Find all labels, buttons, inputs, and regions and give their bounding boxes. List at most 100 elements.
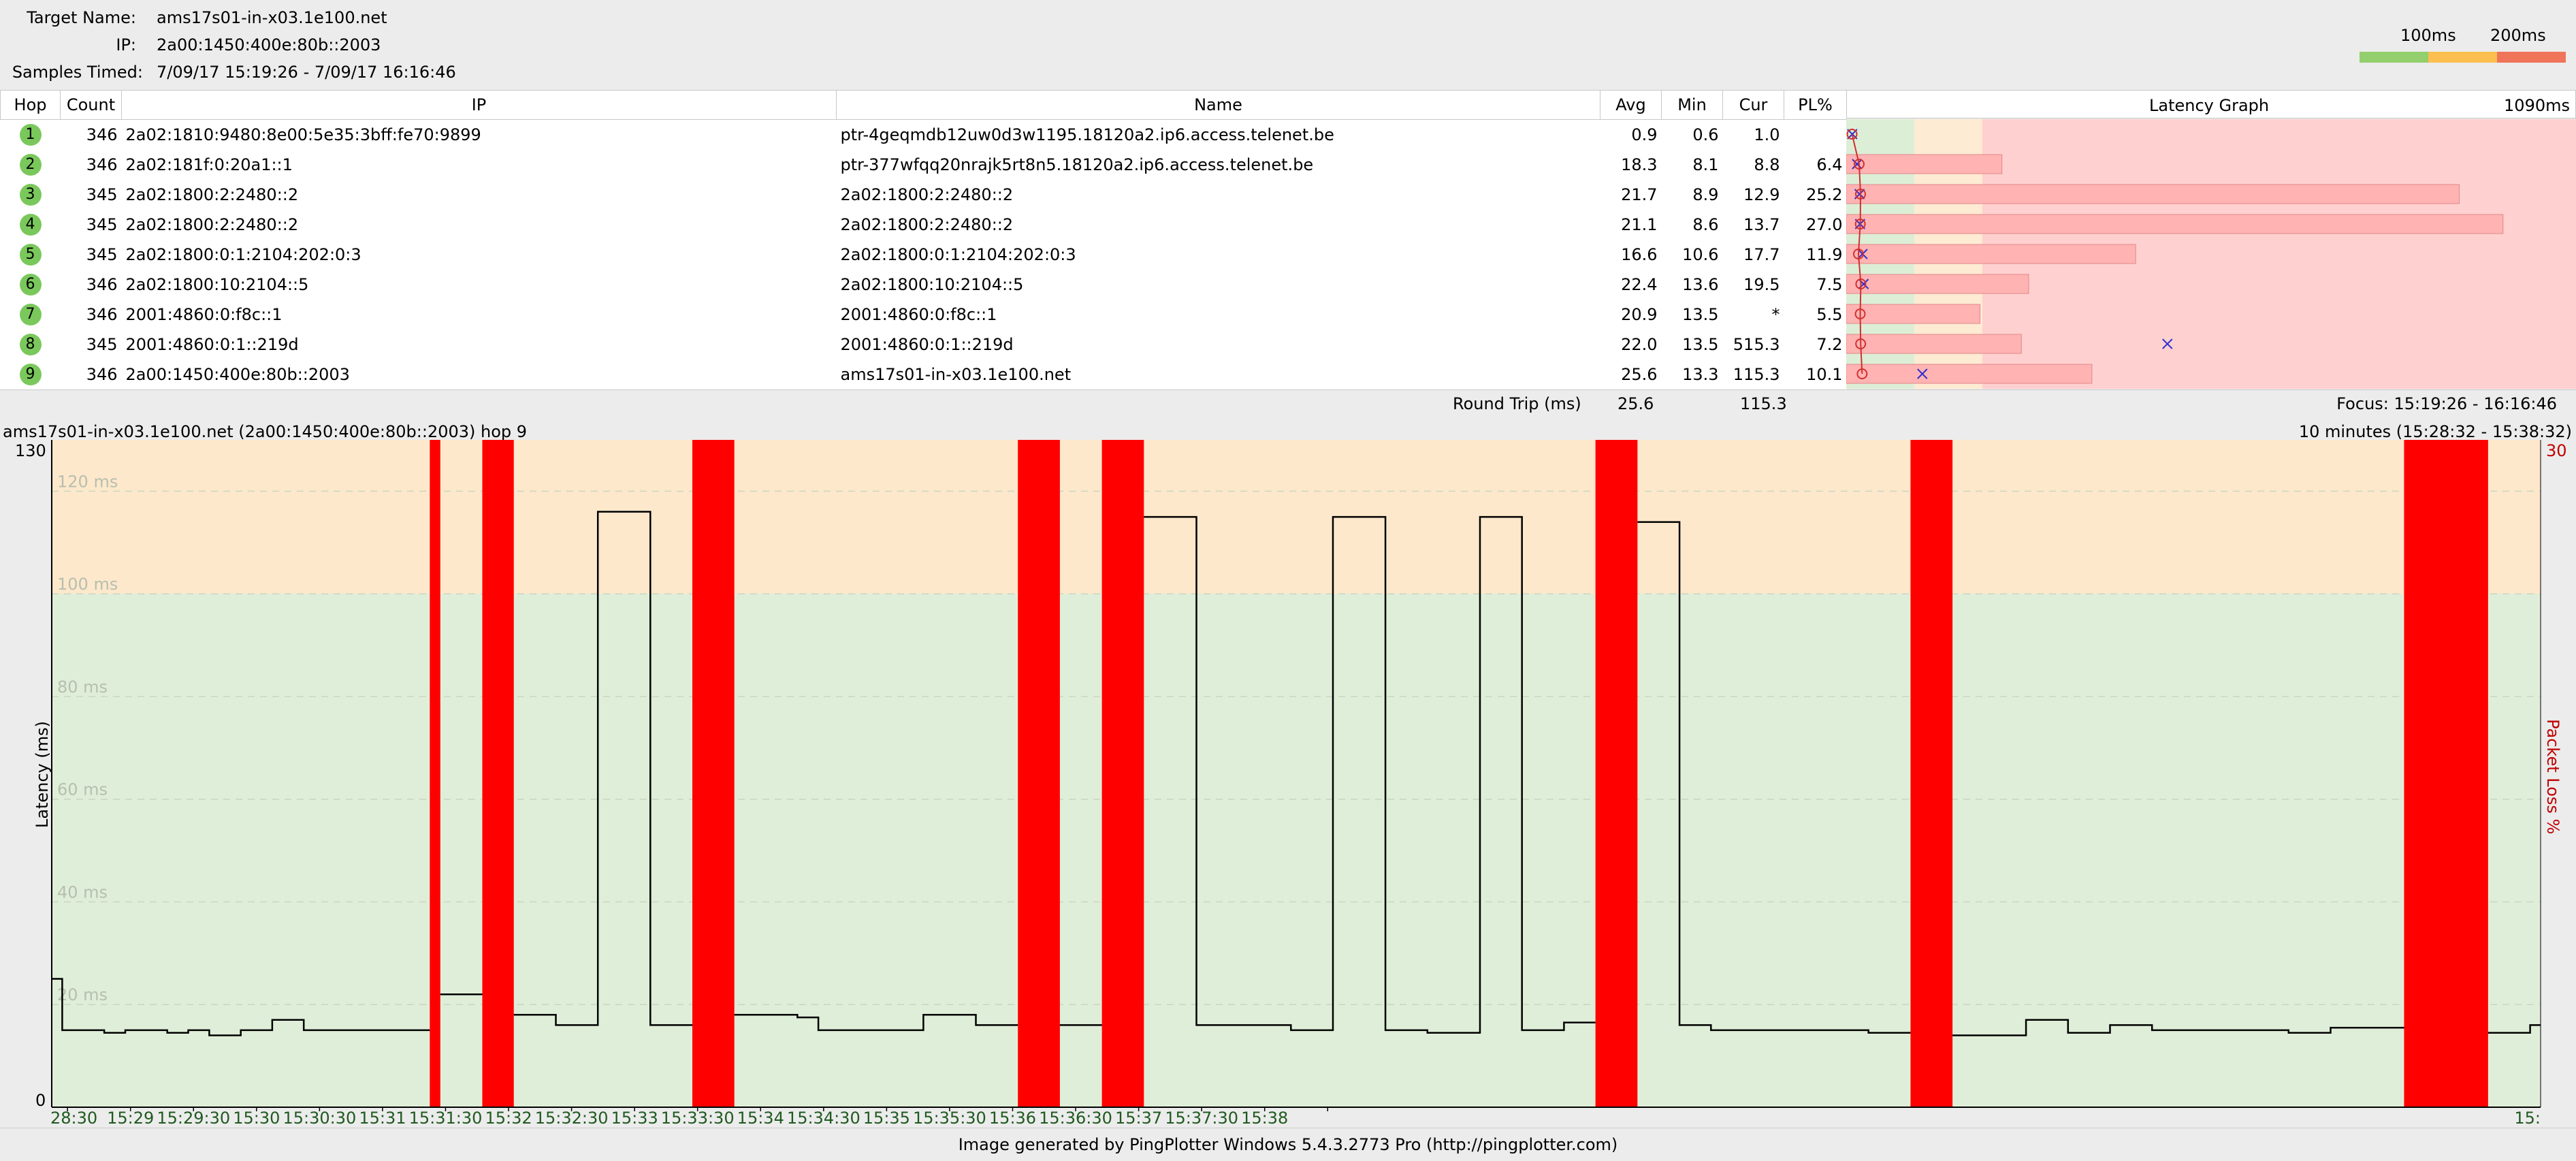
hop-min: 13.5 (1682, 305, 1719, 324)
hop-pl: 27.0 (1806, 215, 1843, 234)
hop-cur-marker (2162, 338, 2173, 349)
hop-avg: 22.0 (1621, 335, 1658, 354)
hop-table-header: Hop Count IP Name Avg Min Cur PL% (0, 90, 1847, 120)
hop-number-cell: 3 (1, 180, 61, 210)
hop-name: 2a02:1800:10:2104::5 (840, 275, 1024, 294)
hop-row[interactable]: 6 346 2a02:1800:10:2104::5 2a02:1800:10:210… (1, 270, 1847, 300)
legend-200ms: 200ms (2490, 26, 2546, 45)
col-name[interactable]: Name (836, 90, 1600, 120)
x-tick-label: 15:29 (107, 1109, 154, 1126)
hop-name: ams17s01-in-x03.1e100.net (840, 365, 1072, 384)
hop-row[interactable]: 9 346 2a00:1450:400e:80b::2003 ams17s01-in-… (1, 360, 1847, 389)
hop-ip: 2a02:1800:0:1:2104:202:0:3 (125, 245, 361, 264)
hop-avg-marker (1846, 129, 1858, 140)
hop-packet-loss-bar (1846, 184, 2460, 204)
legend-yellow-bar (2428, 52, 2497, 63)
timeline-grid-label: 100 ms (57, 575, 118, 594)
x-tick-label: 15:31 (359, 1109, 406, 1126)
col-count[interactable]: Count (60, 90, 122, 120)
hop-number-cell: 9 (1, 360, 61, 389)
col-pl[interactable]: PL% (1784, 90, 1847, 120)
timeline-zone-yellow (52, 440, 2541, 594)
hop-count: 346 (86, 365, 118, 384)
hop-cur: 1.0 (1754, 125, 1780, 144)
hop-status-badge: 8 (19, 334, 42, 355)
x-tick-label: 15:37 (1115, 1109, 1162, 1126)
timeline-grid-label: 60 ms (57, 780, 108, 799)
target-name-label: Target Name: (27, 8, 136, 27)
x-tick-label: 15:33:30 (661, 1109, 735, 1126)
hop-ip: 2a02:1800:10:2104::5 (125, 275, 309, 294)
hop-min: 0.6 (1692, 125, 1719, 144)
packet-loss-band (1595, 440, 1638, 1107)
packet-loss-band (1101, 440, 1144, 1107)
round-trip-avg: 25.6 (1617, 394, 1654, 413)
hop-row[interactable]: 3 345 2a02:1800:2:2480::2 2a02:1800:2:2480:… (1, 180, 1847, 210)
timeline-range[interactable]: 10 minutes (15:28:32 - 15:38:32) (2298, 422, 2572, 441)
hop-avg: 25.6 (1621, 365, 1658, 384)
samples-timed-label: Samples Timed: (12, 63, 143, 82)
hop-row[interactable]: 2 346 2a02:181f:0:20a1::1 ptr-377wfqq20nraj… (1, 150, 1847, 180)
hop-cur-marker (1852, 159, 1863, 170)
focus-range[interactable]: Focus: 15:19:26 - 16:16:46 (2336, 394, 2557, 413)
hop-ip: 2a02:1800:2:2480::2 (125, 185, 299, 204)
col-min[interactable]: Min (1661, 90, 1723, 120)
hop-ip: 2a02:181f:0:20a1::1 (125, 155, 293, 174)
hop-packet-loss-bar (1846, 274, 2029, 294)
latency-step-line (52, 511, 2541, 1036)
hop-count: 345 (86, 245, 118, 264)
target-info-panel: Target Name: ams17s01-in-x03.1e100.net I… (0, 0, 2576, 90)
hop-packet-loss-bar (1846, 214, 2504, 234)
y-min-label: 0 (35, 1091, 46, 1110)
pl-max-label: 30 (2546, 441, 2567, 460)
x-tick-label: 15:34:30 (787, 1109, 860, 1126)
hop-cur: 8.8 (1754, 155, 1780, 174)
latency-timeline-chart[interactable]: 120 ms 100 ms 80 ms 60 ms 40 ms 20 ms 130 0 30 La… (0, 440, 2576, 1126)
hop-pl: 10.1 (1806, 365, 1843, 384)
footer-credit: Image generated by PingPlotter Windows 5… (0, 1128, 2576, 1161)
col-avg[interactable]: Avg (1600, 90, 1662, 120)
hop-avg: 21.7 (1621, 185, 1658, 204)
hop-status-badge: 1 (19, 124, 42, 146)
hop-packet-loss-bar (1846, 154, 2003, 174)
x-tick-label: 15:36:30 (1039, 1109, 1112, 1126)
col-ip[interactable]: IP (121, 90, 837, 120)
hop-pl: 7.5 (1816, 275, 1843, 294)
samples-timed-value: 7/09/17 15:19:26 - 7/09/17 16:16:46 (157, 63, 456, 82)
hop-avg: 18.3 (1621, 155, 1658, 174)
hop-cur: 12.9 (1743, 185, 1780, 204)
packet-loss-band (2404, 440, 2488, 1107)
col-hop[interactable]: Hop (0, 90, 61, 120)
hop-row[interactable]: 1 346 2a02:1810:9480:8e00:5e35:3bff:fe70:9… (1, 120, 1847, 150)
hop-row[interactable]: 7 346 2001:4860:0:f8c::1 2001:4860:0:f8c::1… (1, 300, 1847, 330)
ip-label: IP: (116, 35, 136, 54)
x-tick-label: 15:38 (1241, 1109, 1288, 1126)
hop-row[interactable]: 4 345 2a02:1800:2:2480::2 2a02:1800:2:2480:… (1, 210, 1847, 240)
hop-row[interactable]: 8 345 2001:4860:0:1::219d 2001:4860:0:1::21… (1, 330, 1847, 360)
hop-cur: 13.7 (1743, 215, 1780, 234)
x-tick-label: 15:30 (233, 1109, 280, 1126)
hop-number-cell: 5 (1, 240, 61, 270)
hop-packet-loss-bar (1846, 304, 1981, 324)
hop-ip: 2a02:1810:9480:8e00:5e35:3bff:fe70:9899 (125, 125, 481, 144)
hop-table: Hop Count IP Name Avg Min Cur PL% 1 346 2a… (0, 90, 1847, 389)
hop-status-badge: 4 (19, 214, 42, 236)
hop-name: 2a02:1800:2:2480::2 (840, 185, 1014, 204)
y-max-label: 130 (15, 441, 46, 460)
hop-min: 10.6 (1682, 245, 1719, 264)
packet-loss-band (430, 440, 440, 1107)
hop-count: 345 (86, 215, 118, 234)
legend-red-bar (2497, 52, 2566, 63)
hop-name: ptr-4geqmdb12uw0d3w1195.18120a2.ip6.acce… (840, 125, 1334, 144)
hop-cur: 515.3 (1733, 335, 1780, 354)
x-tick-label: 15:30:30 (283, 1109, 356, 1126)
hop-cur: * (1771, 305, 1780, 324)
x-tick-label: 15:31:30 (409, 1109, 483, 1126)
timeline-grid-label: 40 ms (57, 882, 108, 902)
hop-latency-graph[interactable] (1846, 119, 2576, 389)
round-trip-cur: 115.3 (1740, 394, 1787, 413)
hop-row[interactable]: 5 345 2a02:1800:0:1:2104:202:0:3 2a02:1800:… (1, 240, 1847, 270)
hop-count: 346 (86, 275, 118, 294)
col-cur[interactable]: Cur (1722, 90, 1784, 120)
x-tick-label: 15:32 (485, 1109, 532, 1126)
